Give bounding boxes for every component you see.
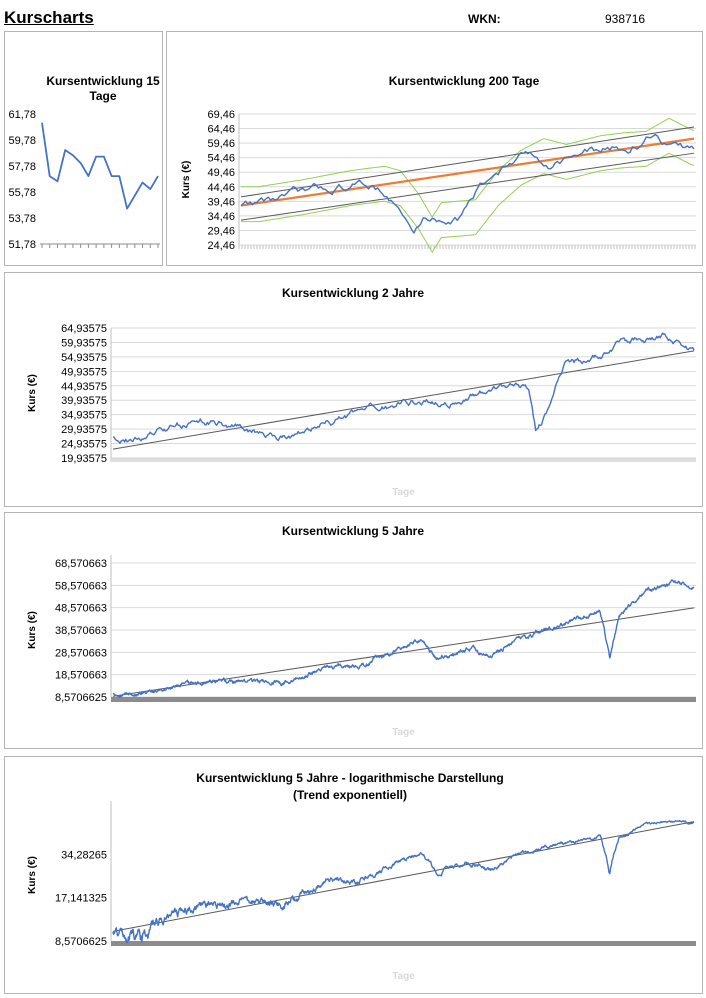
chart-title: Kursentwicklung 5 Jahre - logarithmische… [196,771,503,785]
x-axis-dense-ticks [111,941,696,946]
y-tick-label: 44,46 [207,182,235,194]
y-axis-title: Kurs (€) [27,611,38,649]
chart-panel-5-years: Kursentwicklung 5 Jahre 68,570663 58,57066… [4,512,703,749]
y-tick-label: 28,570663 [55,647,107,659]
y-tick-label: 39,93575 [61,395,107,407]
price-series-line [112,819,695,944]
y-tick-label: 59,46 [207,138,235,150]
y-tick-label: 24,46 [207,240,235,252]
chart-200-days: Kursentwicklung 200 Tage 69,46 64,46 59,46 5… [181,74,696,285]
y-tick-label: 54,46 [207,153,235,165]
y-tick-label: 29,93575 [61,424,107,436]
y-tick-label: 49,46 [207,167,235,179]
y-tick-label: 69,46 [207,109,235,121]
price-series-line [240,133,695,234]
y-tick-label: 8,5706625 [55,692,107,704]
y-tick-label: 17,141325 [55,893,107,905]
y-tick-label: 39,46 [207,196,235,208]
y-tick-label: 59,93575 [61,337,107,349]
y-axis-title: Kurs (€) [27,856,38,894]
y-tick-label: 34,28265 [61,849,107,861]
x-axis-dense-ticks [111,697,696,702]
price-series-line [112,579,695,698]
y-tick-label: 54,93575 [61,352,107,364]
chart-panel-15-days: Kursentwicklung 15 Tage 61,78 59,78 57,78 55,… [4,31,163,285]
y-tick-label: 59,78 [8,135,36,147]
chart-title-line: Tage [89,89,116,103]
page-title: Kurscharts [4,8,94,27]
x-axis-title: Tage [392,727,415,738]
price-series-line [41,122,159,210]
y-tick-label: 38,570663 [55,625,107,637]
y-tick-label: 53,78 [8,213,36,225]
trend_lower-line [240,152,695,221]
y-tick-label: 8,5706625 [55,936,107,948]
y-tick-label: 64,46 [207,124,235,136]
trend-line [112,821,695,932]
chart-5-years: Kursentwicklung 5 Jahre 68,570663 58,57066… [27,524,696,738]
y-tick-label: 19,93575 [61,453,107,465]
y-tick-label: 34,93575 [61,410,107,422]
wkn-value: 938716 [605,12,646,26]
y-tick-label: 58,570663 [55,580,107,592]
chart-panel-200-days: Kursentwicklung 200 Tage 69,46 64,46 59,46 5… [166,31,703,285]
y-tick-label: 49,93575 [61,366,107,378]
y-tick-label: 18,570663 [55,670,107,682]
chart-panel-5-years-log: Kursentwicklung 5 Jahre - logarithmische… [4,756,703,994]
y-tick-label: 44,93575 [61,381,107,393]
y-tick-label: 24,93575 [61,439,107,451]
wkn-label: WKN: [468,12,501,26]
y-tick-label: 29,46 [207,225,235,237]
y-tick-label: 51,78 [8,239,36,251]
chart-2-years: Kursentwicklung 2 Jahre 64,93575 59,93575 5… [27,286,696,498]
chart-title: Kursentwicklung 200 Tage [389,74,540,88]
band-lower [241,152,695,254]
chart-subtitle: (Trend exponentiell) [293,788,407,802]
chart-title: Kursentwicklung 5 Jahre [282,524,424,538]
y-tick-label: 34,46 [207,211,235,223]
x-axis-title: Tage [392,971,415,982]
y-axis-title: Kurs (€) [181,161,192,199]
chart-5-years-log: Kursentwicklung 5 Jahre - logarithmische… [27,771,696,982]
y-tick-label: 68,570663 [55,558,107,570]
band-upper [241,117,695,219]
y-tick-label: 48,570663 [55,603,107,615]
y-axis-title: Kurs (€) [27,374,38,412]
chart-title-line: Kursentwicklung 15 [46,74,160,88]
x-axis-title: Tage [392,487,415,498]
chart-panel-2-years: Kursentwicklung 2 Jahre 64,93575 59,93575 5… [4,272,703,507]
trend-line [112,607,695,697]
y-tick-label: 57,78 [8,161,36,173]
y-tick-label: 61,78 [8,109,36,121]
y-tick-label: 64,93575 [61,323,107,335]
chart-title: Kursentwicklung 2 Jahre [282,286,424,300]
price-series-line [113,332,695,445]
y-tick-label: 55,78 [8,187,36,199]
